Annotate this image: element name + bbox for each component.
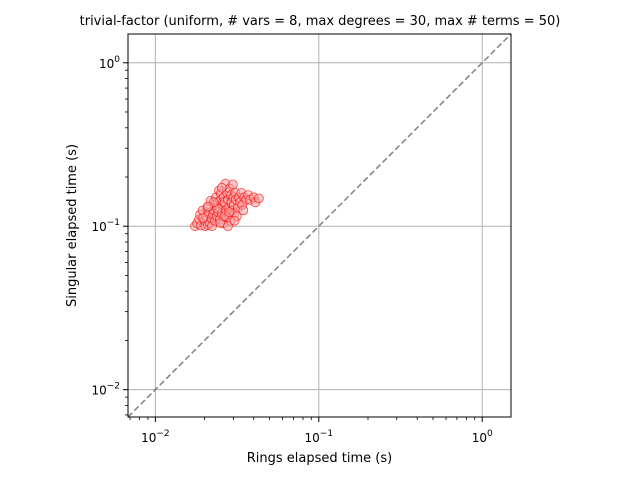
y-tick-label: 100 [99,55,120,71]
data-point [229,215,240,226]
data-point [203,201,213,212]
x-tick-label: 10−2 [141,429,170,445]
x-tick-label: 100 [472,429,493,445]
reference-diagonal-line [127,33,512,418]
data-point [223,221,233,232]
data-point [253,193,264,204]
plot-frame [127,33,512,418]
axis-ticks: 10−2 10−1 100 10−2 10−1 100 [91,55,493,445]
y-axis-label: Singular elapsed time (s) [65,144,80,307]
x-tick-label: 10−1 [305,429,334,445]
data-point [198,213,209,224]
data-point [216,182,227,193]
x-axis-label: Rings elapsed time (s) [247,451,392,466]
y-tick-label: 10−1 [91,218,120,234]
data-point [238,205,249,216]
data-point [227,179,238,190]
plot-area: 10−2 10−1 100 10−2 10−1 100 [91,33,512,445]
data-point [224,207,235,217]
y-tick-label: 10−2 [91,382,120,398]
chart-title: trivial-factor (uniform, # vars = 8, max… [80,14,561,29]
scatter-points [190,178,264,232]
